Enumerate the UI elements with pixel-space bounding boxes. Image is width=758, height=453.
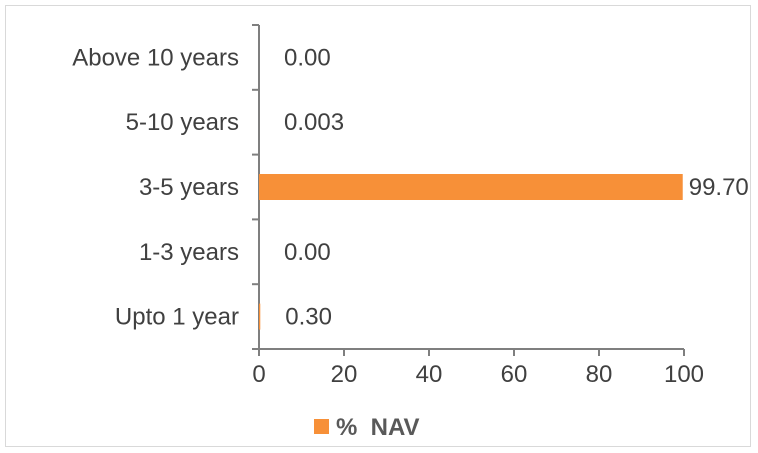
data-label: 0.30	[285, 304, 332, 331]
x-tick-label: 80	[586, 361, 613, 388]
legend-swatch	[314, 419, 329, 434]
category-label: Upto 1 year	[115, 304, 239, 331]
bar	[259, 303, 261, 330]
category-label: 1-3 years	[139, 239, 239, 266]
category-label: Above 10 years	[72, 44, 239, 71]
data-label: 99.70	[689, 174, 749, 201]
legend-label: % NAV	[336, 414, 420, 441]
data-label: 0.00	[284, 239, 331, 266]
chart-frame	[5, 5, 751, 447]
x-tick-label: 60	[501, 361, 528, 388]
x-tick-label: 0	[252, 361, 265, 388]
category-label: 5-10 years	[126, 109, 239, 136]
data-label: 0.003	[284, 109, 344, 136]
chart-bars	[259, 109, 683, 330]
x-tick-label: 100	[664, 361, 704, 388]
data-label: 0.00	[284, 44, 331, 71]
chart-legend: % NAV	[314, 414, 420, 441]
x-tick-label: 40	[416, 361, 443, 388]
bar	[259, 174, 683, 200]
chart-labels: 0 20 40 60 80 100 Upto 1 year 0.30 1-3 years 0.00…	[72, 44, 749, 388]
x-tick-label: 20	[331, 361, 358, 388]
category-label: 3-5 years	[139, 174, 239, 201]
